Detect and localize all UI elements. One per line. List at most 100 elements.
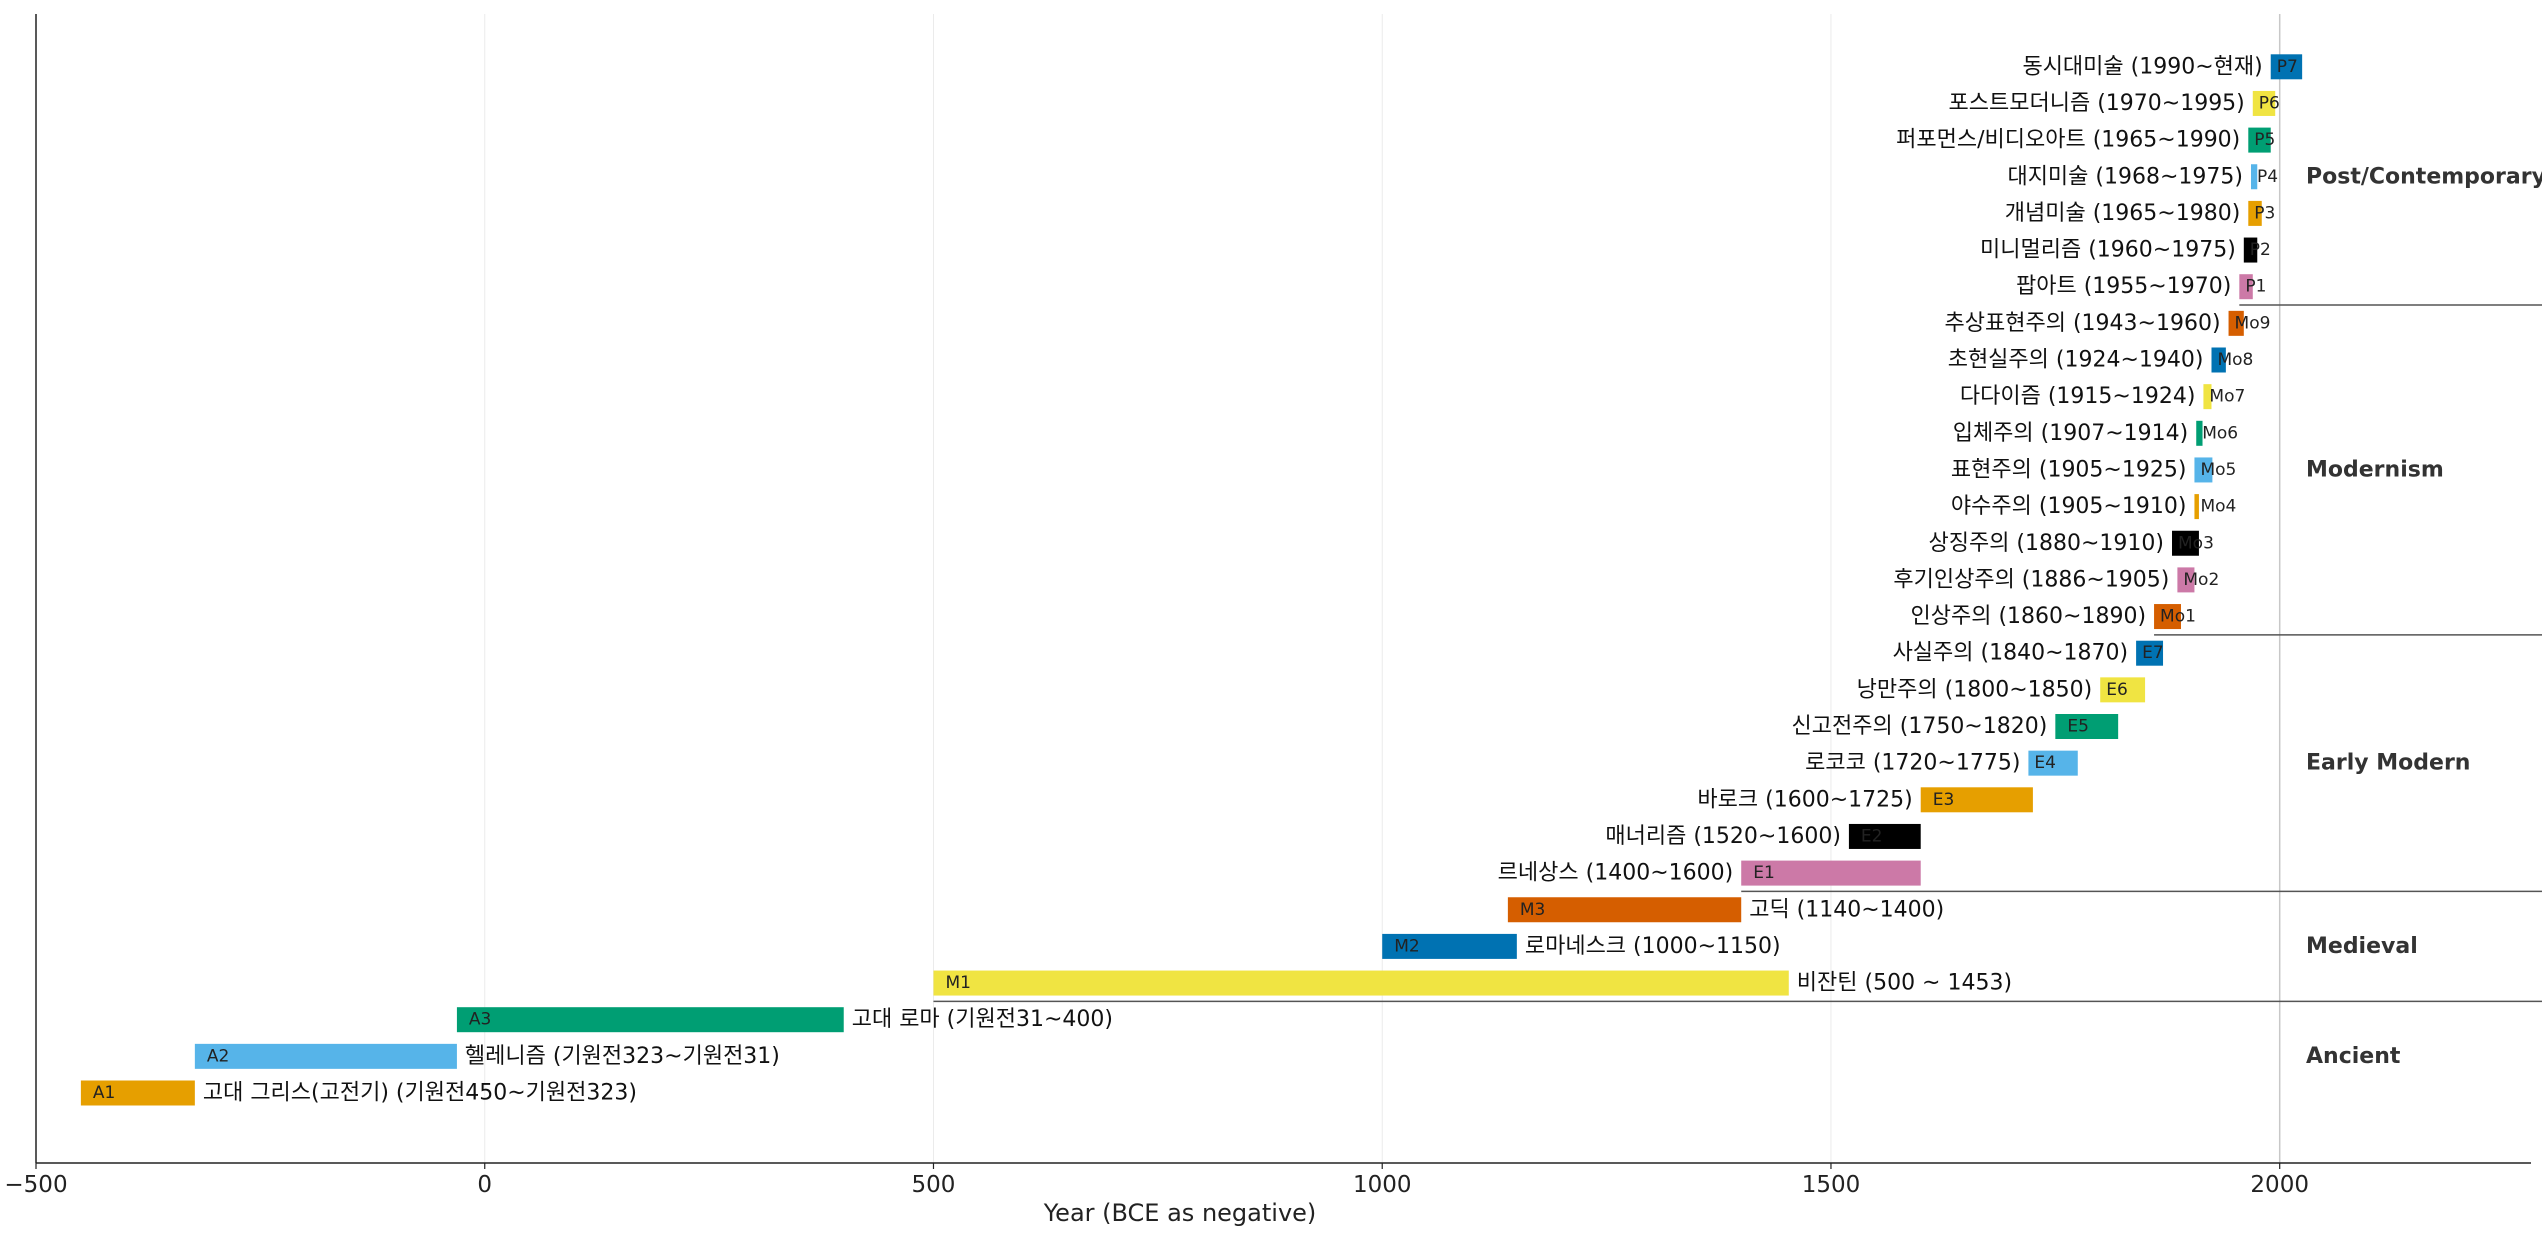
bar-code: A1 — [93, 1083, 115, 1103]
movement-label: 바로크 (1600~1725) — [1697, 787, 1912, 812]
era-separators — [933, 304, 2542, 1003]
bar-p4 — [2250, 164, 2258, 190]
movement-label: 표현주의 (1905~1925) — [1951, 457, 2187, 482]
x-tick-label: −500 — [4, 1172, 67, 1198]
bar-e6 — [2100, 677, 2146, 703]
bar-code: A3 — [469, 1010, 491, 1030]
bar-code: E4 — [2034, 753, 2056, 773]
bar-code: P1 — [2245, 277, 2266, 297]
movement-label: 팝아트 (1955~1970) — [2016, 274, 2231, 299]
bar-mo3 — [2172, 530, 2199, 556]
movement-label: 개념미술 (1965~1980) — [2005, 201, 2241, 226]
movement-label: 로코코 (1720~1775) — [1805, 751, 2020, 776]
bar-code: Mo5 — [2200, 460, 2236, 480]
bar-code: P2 — [2250, 240, 2271, 260]
bar-code: E1 — [1753, 863, 1775, 883]
bar-code: M3 — [1520, 900, 1545, 920]
movement-labels: 고대 그리스(고전기) (기원전450~기원전323) 헬레니즘 (기원전323~… — [203, 54, 2263, 1105]
movement-label: 로마네스크 (1000~1150) — [1525, 934, 1781, 959]
era-labels: Ancient Medieval Early Modern Modernism Post… — [2306, 164, 2542, 1069]
bar-code: Mo2 — [2183, 570, 2219, 590]
bar-m3 — [1507, 897, 1742, 923]
bar-mo9 — [2228, 310, 2244, 336]
bar-e1 — [1741, 860, 1921, 886]
bar-a1 — [80, 1080, 195, 1106]
era-label: Modernism — [2306, 457, 2444, 482]
bar-code: Mo4 — [2200, 497, 2236, 517]
bar-e5 — [2055, 714, 2119, 739]
bar-mo2 — [2177, 567, 2195, 593]
bar-code: Mo3 — [2178, 533, 2214, 553]
bar-code: Mo6 — [2202, 423, 2238, 443]
bar-p2 — [2243, 237, 2258, 263]
bar-code: P7 — [2277, 57, 2298, 77]
bar-code: M1 — [945, 973, 970, 993]
bar-code: A2 — [207, 1046, 229, 1066]
movement-bars: A1 A2 A3 M1 M2 M3 E1 E2 E3 E4 E5 E6 E7 Mo1 Mo2 Mo3 Mo4 Mo… — [80, 54, 2303, 1106]
bar-code: P5 — [2254, 130, 2275, 150]
bar-code: E2 — [1861, 826, 1883, 846]
movement-label: 추상표현주의 (1943~1960) — [1945, 311, 2221, 336]
movement-label: 비잔틴 (500 ~ 1453) — [1797, 971, 2012, 996]
axes — [35, 14, 2531, 1164]
bar-code: Mo8 — [2217, 350, 2253, 370]
bar-e4 — [2028, 750, 2078, 776]
movement-label: 헬레니즘 (기원전323~기원전31) — [465, 1044, 780, 1069]
x-tick-label: 2000 — [2250, 1172, 2309, 1198]
x-tick-label: 1500 — [1802, 1172, 1861, 1198]
bar-e3 — [1920, 787, 2033, 813]
bar-p6 — [2252, 90, 2276, 116]
movement-label: 매너리즘 (1520~1600) — [1605, 824, 1841, 849]
bar-code: M2 — [1394, 936, 1419, 956]
movement-label: 상징주의 (1880~1910) — [1928, 531, 2164, 556]
bar-p5 — [2248, 127, 2271, 153]
bar-code: P3 — [2254, 203, 2275, 223]
bar-e7 — [2136, 640, 2164, 666]
bar-mo1 — [2154, 604, 2181, 630]
x-tick-label: 0 — [477, 1172, 492, 1198]
movement-label: 고딕 (1140~1400) — [1749, 897, 1944, 922]
movement-label: 다다이즘 (1915~1924) — [1960, 384, 2196, 409]
bar-code: E5 — [2067, 717, 2089, 737]
bar-code: E7 — [2142, 643, 2164, 663]
bar-a2 — [194, 1043, 457, 1069]
era-label: Medieval — [2306, 934, 2418, 959]
movement-label: 대지미술 (1968~1975) — [2007, 164, 2243, 189]
movement-label: 르네상스 (1400~1600) — [1498, 861, 1734, 886]
bar-p1 — [2239, 274, 2253, 300]
movement-label: 입체주의 (1907~1914) — [1953, 421, 2189, 446]
movement-label: 초현실주의 (1924~1940) — [1948, 348, 2204, 373]
bar-m1 — [933, 970, 1789, 996]
bar-p7 — [2270, 54, 2303, 80]
bar-p3 — [2248, 200, 2262, 226]
bar-mo6 — [2196, 420, 2203, 446]
x-axis-title: Year (BCE as negative) — [1043, 1199, 1317, 1227]
movement-label: 퍼포먼스/비디오아트 (1965~1990) — [1896, 128, 2240, 153]
bar-code: Mo9 — [2235, 313, 2271, 333]
bar-mo5 — [2194, 457, 2213, 483]
movement-label: 고대 그리스(고전기) (기원전450~기원전323) — [203, 1081, 637, 1106]
bar-code: P6 — [2259, 93, 2280, 113]
bar-mo4 — [2194, 494, 2199, 520]
movement-label: 사실주의 (1840~1870) — [1893, 641, 2129, 666]
movement-label: 인상주의 (1860~1890) — [1911, 604, 2147, 629]
movement-label: 신고전주의 (1750~1820) — [1792, 714, 2048, 739]
bar-e2 — [1848, 823, 1921, 849]
bar-mo7 — [2203, 384, 2212, 410]
era-label: Ancient — [2306, 1044, 2401, 1069]
bar-a3 — [456, 1007, 844, 1033]
x-tick-label: 1000 — [1353, 1172, 1412, 1198]
movement-label: 낭만주의 (1800~1850) — [1857, 677, 2093, 702]
era-label: Post/Contemporary — [2306, 164, 2542, 189]
x-ticks: −500 0 500 1000 1500 2000 — [4, 1163, 2309, 1198]
bar-m2 — [1382, 933, 1517, 959]
movement-label: 동시대미술 (1990~현재) — [2022, 54, 2262, 79]
movement-label: 포스트모더니즘 (1970~1995) — [1949, 91, 2245, 116]
movement-label: 고대 로마 (기원전31~400) — [852, 1007, 1113, 1032]
bar-mo8 — [2211, 347, 2226, 373]
bar-code: P4 — [2257, 167, 2278, 187]
x-tick-label: 500 — [912, 1172, 956, 1198]
movement-label: 후기인상주의 (1886~1905) — [1893, 567, 2169, 592]
bar-code: E3 — [1933, 790, 1955, 810]
